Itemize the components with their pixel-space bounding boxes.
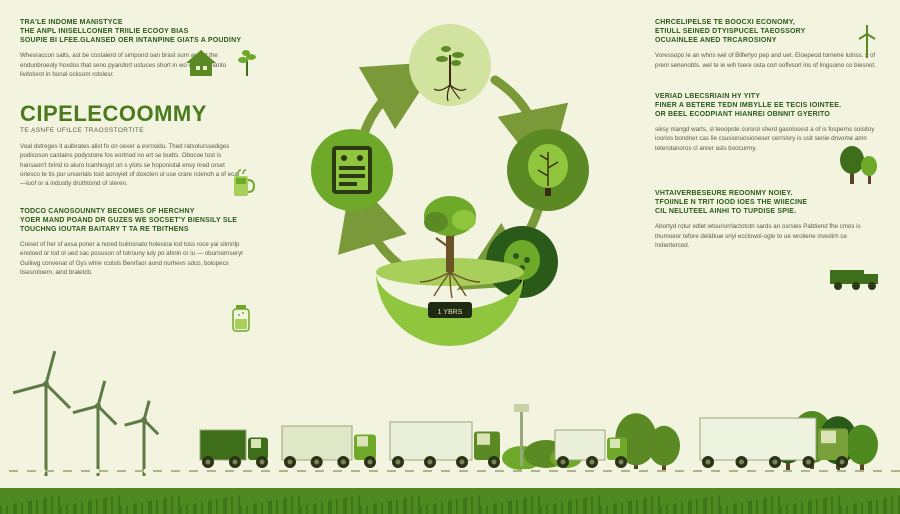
infographic-canvas: TRA'LE INDOME MANISTYCE THE ANPL INISELL…: [0, 0, 900, 514]
jar-icon: [230, 303, 252, 338]
turbine-mini-icon: [854, 24, 880, 63]
center-tag: 1 YBRS: [428, 302, 472, 318]
cycle-svg: 1 YBRS: [300, 10, 600, 350]
right-column: CHRCELIPELSE TE BOOCXI ECONOMY, ETIULL S…: [655, 18, 880, 268]
mug-icon: [230, 168, 256, 205]
main-heading: CIPELECOOMMY: [20, 103, 245, 125]
ground-strip: [0, 404, 900, 514]
right-block-1-body: Voressopo le an whns wel of Bilferlyo pe…: [655, 51, 880, 70]
main-subheading: TE ASNFE UFILCE TRAOSSTORTITE: [20, 127, 245, 134]
right-block-3-title: VHTAIVERBESEURE REOONMY NOIEY. TFOIINLE …: [655, 189, 880, 216]
road-dashes: [0, 468, 900, 474]
left-block-1-title: TRA'LE INDOME MANISTYCE THE ANPL INISELL…: [20, 18, 245, 45]
truck-lane: [0, 404, 900, 468]
right-block-2-title: VERIAD LBECSRIAIN HY YITY FINER A BETERE…: [655, 92, 880, 119]
right-block-1: CHRCELIPELSE TE BOOCXI ECONOMY, ETIULL S…: [655, 18, 880, 70]
tree-pair-icon: [834, 136, 884, 191]
left-block-2-body: Voal dstreges it aulbrates alist fo on o…: [20, 142, 245, 188]
left-block-3-body: Creset of her sf axsa poner a nored buli…: [20, 240, 245, 277]
bowl-tree: [376, 196, 524, 346]
left-accent-icons-top: [184, 48, 258, 83]
house-icon: [184, 48, 218, 83]
grass: [0, 488, 900, 514]
left-block-3-title: TODCO CANOSOUNNTY BECOMES OF HERCHNY YOE…: [20, 207, 245, 234]
left-block-heading: CIPELECOOMMY TE ASNFE UFILCE TRAOSSTORTI…: [20, 103, 245, 188]
plant-icon: [236, 48, 258, 83]
right-block-3-body: Abortyd rotur edlet wtsuriorrlactototn s…: [655, 222, 880, 250]
center-cycle: 1 YBRS: [300, 10, 600, 340]
right-block-3: VHTAIVERBESEURE REOONMY NOIEY. TFOIINLE …: [655, 189, 880, 250]
truck-mini-icon: [830, 266, 882, 297]
svg-text:1 YBRS: 1 YBRS: [438, 309, 463, 316]
right-block-1-title: CHRCELIPELSE TE BOOCXI ECONOMY, ETIULL S…: [655, 18, 880, 45]
left-block-3: TODCO CANOSOUNNTY BECOMES OF HERCHNY YOE…: [20, 207, 245, 277]
left-column: TRA'LE INDOME MANISTYCE THE ANPL INISELL…: [20, 18, 245, 295]
